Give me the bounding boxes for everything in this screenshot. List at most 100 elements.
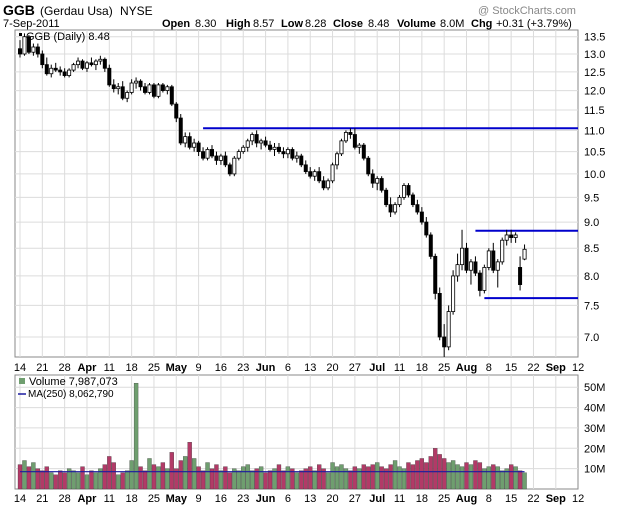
candle-body	[401, 185, 406, 198]
candle-body	[201, 151, 206, 159]
volume-bar	[419, 458, 425, 490]
candle-body	[290, 149, 295, 159]
open-value: 8.30	[195, 18, 216, 30]
price-legend-text: GGB (Daily) 8.48	[26, 31, 110, 43]
volume-bar	[415, 460, 420, 490]
volume-bar	[500, 470, 505, 490]
price-x-axis: 14 21 28 Apr 11 18 25 May 9 16 23 Jun 6 13 20 27 Jul 11 18…	[14, 362, 584, 374]
candle-body	[241, 146, 246, 153]
volume-bar	[169, 452, 174, 490]
candle-body	[192, 142, 197, 148]
volume-ma-legend-text: MA(250) 8,062,790	[28, 389, 114, 400]
volume-bar	[147, 458, 152, 490]
volume-bar	[339, 464, 344, 490]
price-y-tick-label: 9.5	[584, 192, 599, 204]
volume-bar	[218, 470, 224, 490]
volume-bar	[281, 470, 286, 490]
price-x-tick-label: 28	[59, 362, 71, 374]
price-x-tick-label: May	[166, 362, 188, 374]
volume-x-axis: 14 21 28 Apr 11 18 25 May 9 16 23 Jun 6 13 20 27 Jul 11 18…	[14, 493, 584, 505]
candle-body	[468, 261, 473, 271]
volume-x-tick-label: 15	[505, 493, 517, 505]
volume-bar	[468, 464, 474, 490]
candle-body	[62, 71, 67, 76]
candle-body	[67, 69, 72, 76]
candle-body	[339, 140, 344, 155]
volume-bar	[401, 468, 407, 490]
candle-body	[17, 48, 22, 55]
price-x-tick-label: 21	[36, 362, 48, 374]
price-y-tick-label: 13.5	[584, 32, 605, 44]
volume-bar	[174, 468, 179, 490]
candle-body	[196, 142, 201, 153]
volume-bar	[138, 466, 143, 490]
candle-body	[518, 267, 523, 285]
volume-bar	[98, 468, 103, 490]
volume-bar	[383, 468, 389, 490]
volume-bar	[272, 468, 277, 490]
open-label: Open	[162, 18, 190, 30]
volume-bar	[330, 462, 335, 490]
volume-bar	[379, 466, 384, 490]
volume-bar	[294, 472, 299, 490]
price-y-tick-label: 10.5	[584, 147, 605, 159]
candle-body	[125, 92, 130, 99]
volume-x-tick-label: 11	[394, 493, 405, 505]
price-x-tick-label: 11	[104, 362, 115, 374]
volume-x-tick-label: 21	[36, 493, 48, 505]
candle-body	[500, 239, 505, 263]
volume-label: Volume	[397, 18, 436, 30]
price-x-tick-label: 13	[304, 362, 316, 374]
volume-bar	[491, 464, 496, 490]
price-y-tick-label: 12.0	[584, 86, 605, 98]
candle-body	[40, 53, 45, 66]
candle-body	[22, 36, 27, 55]
candle-body	[129, 82, 134, 93]
candle-body	[89, 62, 94, 66]
volume-y-axis: 50M 40M 30M 20M 10M	[584, 382, 605, 475]
volume-bar	[366, 466, 371, 490]
candle-body	[482, 267, 487, 291]
price-grid	[15, 30, 578, 357]
candle-body	[165, 86, 170, 91]
volume-bar	[205, 462, 210, 490]
volume-bar	[317, 464, 322, 490]
volume-x-tick-label: Apr	[77, 493, 97, 505]
candle-body	[151, 84, 156, 97]
volume-bar	[196, 466, 201, 490]
candle-body	[397, 196, 402, 206]
candle-body	[281, 151, 286, 155]
volume-bar	[263, 472, 268, 490]
volume-bar	[482, 468, 487, 490]
volume-bar	[191, 458, 197, 490]
candle-body	[308, 171, 313, 177]
volume-bar	[357, 468, 362, 490]
close-label: Close	[333, 18, 363, 30]
price-x-tick-label: Aug	[456, 362, 477, 374]
low-label: Low	[281, 18, 303, 30]
candle-body	[330, 164, 335, 182]
volume-bar	[522, 472, 527, 490]
volume-bar	[22, 460, 27, 490]
volume-bar	[442, 458, 447, 490]
company-name: (Gerdau Usa)	[40, 4, 113, 18]
volume-bar	[392, 460, 398, 490]
volume-bar	[450, 460, 456, 490]
volume-bar	[299, 470, 304, 490]
price-x-tick-label: 18	[126, 362, 138, 374]
candle-body	[455, 264, 460, 277]
candle-body	[460, 247, 465, 266]
candle-body	[451, 275, 456, 312]
volume-x-tick-label: 25	[148, 493, 160, 505]
volume-bar	[312, 470, 317, 490]
volume-bar	[236, 470, 241, 490]
volume-bar	[348, 470, 353, 490]
volume-x-tick-label: 23	[237, 493, 249, 505]
volume-x-tick-label: 12	[572, 493, 584, 505]
volume-y-tick-label: 40M	[584, 403, 605, 415]
volume-bar	[464, 462, 469, 490]
candle-body	[428, 234, 433, 257]
candle-body	[205, 149, 210, 159]
volume-bar	[343, 468, 349, 490]
price-y-tick-label: 7.5	[584, 300, 599, 312]
